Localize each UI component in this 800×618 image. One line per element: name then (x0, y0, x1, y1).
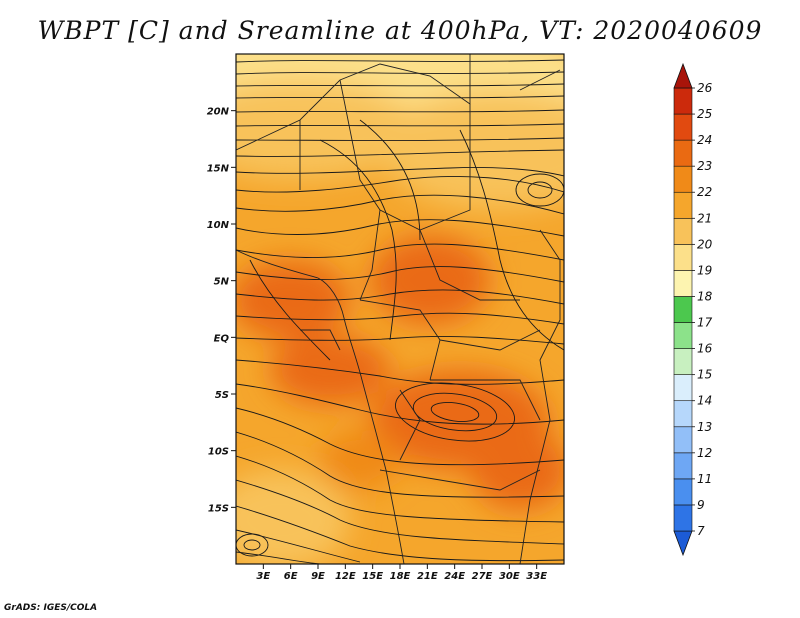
credit-text: GrADS: IGES/COLA (4, 603, 98, 613)
colorbar-label: 15 (697, 368, 712, 382)
colorbar-label: 17 (697, 316, 713, 330)
lon-label: 33E (526, 571, 547, 582)
lon-label: 24E (444, 571, 465, 582)
lat-label: 20N (207, 107, 230, 118)
lat-label: 15S (208, 503, 229, 514)
colorbar-box (673, 504, 693, 532)
wbpt-shading (236, 54, 564, 564)
colorbar-box (673, 296, 693, 323)
colorbar-label: 16 (697, 342, 713, 356)
colorbar-high-triangle (673, 62, 693, 89)
colorbar-box (673, 87, 693, 115)
colorbar-label: 25 (697, 107, 712, 121)
plot-title: WBPT [C] and Sreamline at 400hPa, VT: 20… (37, 16, 763, 45)
lat-label: 5N (214, 277, 230, 288)
lat-label: 10N (207, 220, 230, 231)
lon-label: 15E (362, 571, 383, 582)
latitude-axis: 20N 15N 10N 5N EQ 5S 10S 15S (207, 107, 236, 514)
colorbar-box (673, 426, 693, 454)
colorbar-label: 22 (697, 185, 712, 199)
colorbar-label: 24 (697, 133, 712, 147)
lon-label: 6E (284, 571, 298, 582)
streamlines (236, 59, 564, 564)
colorbar-label: 19 (697, 263, 712, 277)
lon-label: 18E (390, 571, 411, 582)
colorbar-box (673, 165, 693, 193)
lat-label: 15N (207, 163, 230, 174)
colorbar-box (673, 348, 693, 375)
colorbar-label: 14 (697, 394, 712, 408)
lon-label: 27E (472, 571, 493, 582)
colorbar-box (673, 452, 693, 480)
colorbar-label: 18 (697, 289, 713, 303)
colorbar-label: 7 (697, 524, 705, 538)
colorbar-label: 13 (697, 420, 712, 434)
lon-label: 30E (499, 571, 520, 582)
lon-label: 3E (256, 571, 270, 582)
colorbar-box (673, 139, 693, 167)
lat-label: 5S (215, 390, 229, 401)
colorbar-box (673, 191, 693, 219)
colorbar-label: 12 (697, 446, 712, 460)
colorbar-label: 21 (697, 211, 712, 225)
colorbar-box (673, 374, 693, 402)
lon-label: 21E (417, 571, 438, 582)
longitude-axis: 3E 6E 9E 12E 15E 18E 21E 24E 27E 30E 33E (256, 564, 547, 582)
colorbar-box (673, 113, 693, 141)
colorbar-label: 11 (697, 472, 712, 486)
political-boundaries (236, 54, 564, 564)
colorbar-box (673, 478, 693, 506)
colorbar-label: 23 (697, 159, 712, 173)
colorbar-box (673, 400, 693, 428)
colorbar: 7 9 11 12 13 14 15 16 17 18 19 20 21 22 23 24 25 26 (673, 62, 713, 557)
colorbar-box (673, 322, 693, 349)
colorbar-low-triangle (673, 530, 693, 557)
lon-label: 12E (335, 571, 356, 582)
colorbar-box (673, 270, 693, 297)
colorbar-label: 20 (697, 237, 713, 251)
colorbar-label: 9 (697, 498, 705, 512)
lat-label: 10S (208, 447, 229, 458)
colorbar-box (673, 217, 693, 245)
lon-label: 9E (311, 571, 325, 582)
colorbar-label: 26 (697, 81, 713, 95)
lat-label: EQ (214, 333, 230, 344)
colorbar-box (673, 244, 693, 271)
